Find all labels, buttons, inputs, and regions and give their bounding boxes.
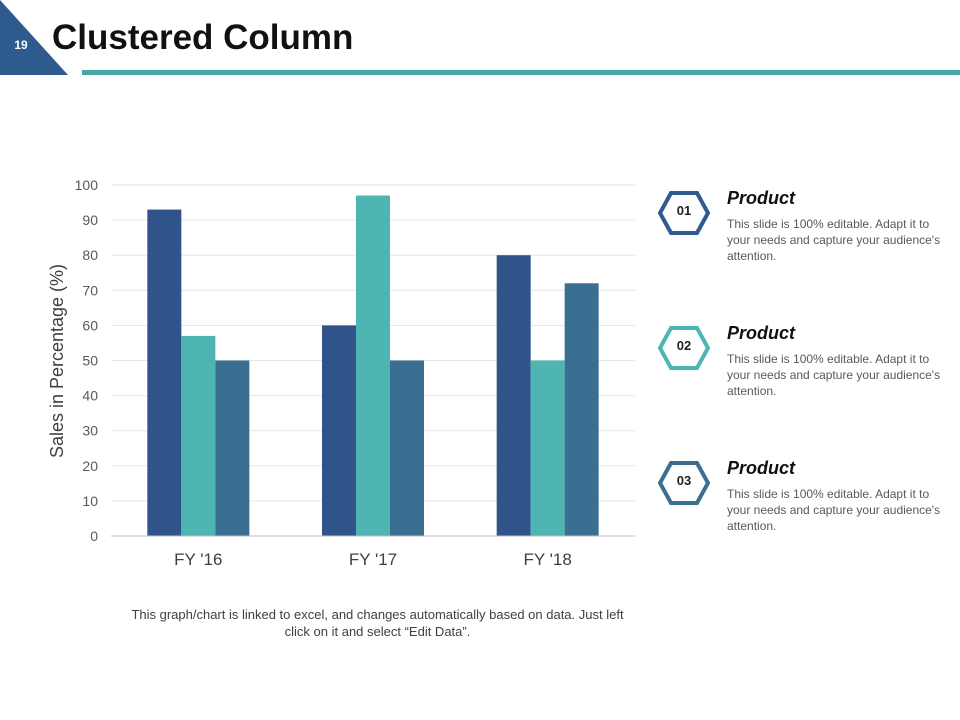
bar-3-3 <box>564 283 599 536</box>
y-tick-label: 90 <box>82 212 98 228</box>
hexagon-badge-icon <box>657 461 711 505</box>
chart-bars <box>147 195 599 536</box>
bar-2-2 <box>356 195 390 536</box>
product-title: Product <box>727 458 796 478</box>
chart-footnote: This graph/chart is linked to excel, and… <box>131 607 624 639</box>
y-tick-label: 20 <box>82 458 98 474</box>
product-description: This slide is 100% editable. Adapt it to… <box>727 487 941 533</box>
y-tick-label: 70 <box>82 282 98 298</box>
x-category-label: FY '16 <box>174 550 222 569</box>
y-tick-label: 100 <box>75 177 99 193</box>
slide-number: 19 <box>14 38 28 52</box>
product-number: 03 <box>676 473 692 488</box>
product-item-02: 02 Product This slide is 100% editable. … <box>657 323 957 435</box>
product-number: 02 <box>676 338 692 353</box>
x-category-label: FY '18 <box>524 550 572 569</box>
bar-2-1 <box>181 335 216 536</box>
y-tick-label: 80 <box>82 247 98 263</box>
product-item-03: 03 Product This slide is 100% editable. … <box>657 458 957 570</box>
y-axis-label: Sales in Percentage (%) <box>47 264 67 458</box>
y-tick-label: 10 <box>82 493 98 509</box>
product-description: This slide is 100% editable. Adapt it to… <box>727 217 941 263</box>
hexagon-badge-icon <box>657 191 711 235</box>
product-number: 01 <box>676 203 692 218</box>
slide-number-triangle <box>0 0 68 75</box>
y-tick-label: 0 <box>90 528 98 544</box>
x-category-label: FY '17 <box>349 550 397 569</box>
bar-3-2 <box>390 360 424 536</box>
product-item-01: 01 Product This slide is 100% editable. … <box>657 188 957 300</box>
page-title: Clustered Column <box>52 18 354 57</box>
bar-2-3 <box>530 360 565 536</box>
bar-1-2 <box>322 325 356 536</box>
y-tick-label: 60 <box>82 317 98 333</box>
y-tick-label: 40 <box>82 388 98 404</box>
hexagon-badge-icon <box>657 326 711 370</box>
product-description: This slide is 100% editable. Adapt it to… <box>727 352 941 398</box>
title-underline <box>82 70 960 75</box>
product-title: Product <box>727 188 796 208</box>
bar-1-3 <box>496 255 531 536</box>
product-title: Product <box>727 323 796 343</box>
y-axis-ticks: 0 10 20 30 40 50 60 70 80 90 100 <box>75 177 99 544</box>
y-tick-label: 50 <box>82 353 98 369</box>
bar-1-1 <box>147 209 182 536</box>
x-axis-categories: FY '16 FY '17 FY '18 <box>174 550 572 569</box>
bar-3-1 <box>215 360 250 536</box>
y-tick-label: 30 <box>82 423 98 439</box>
